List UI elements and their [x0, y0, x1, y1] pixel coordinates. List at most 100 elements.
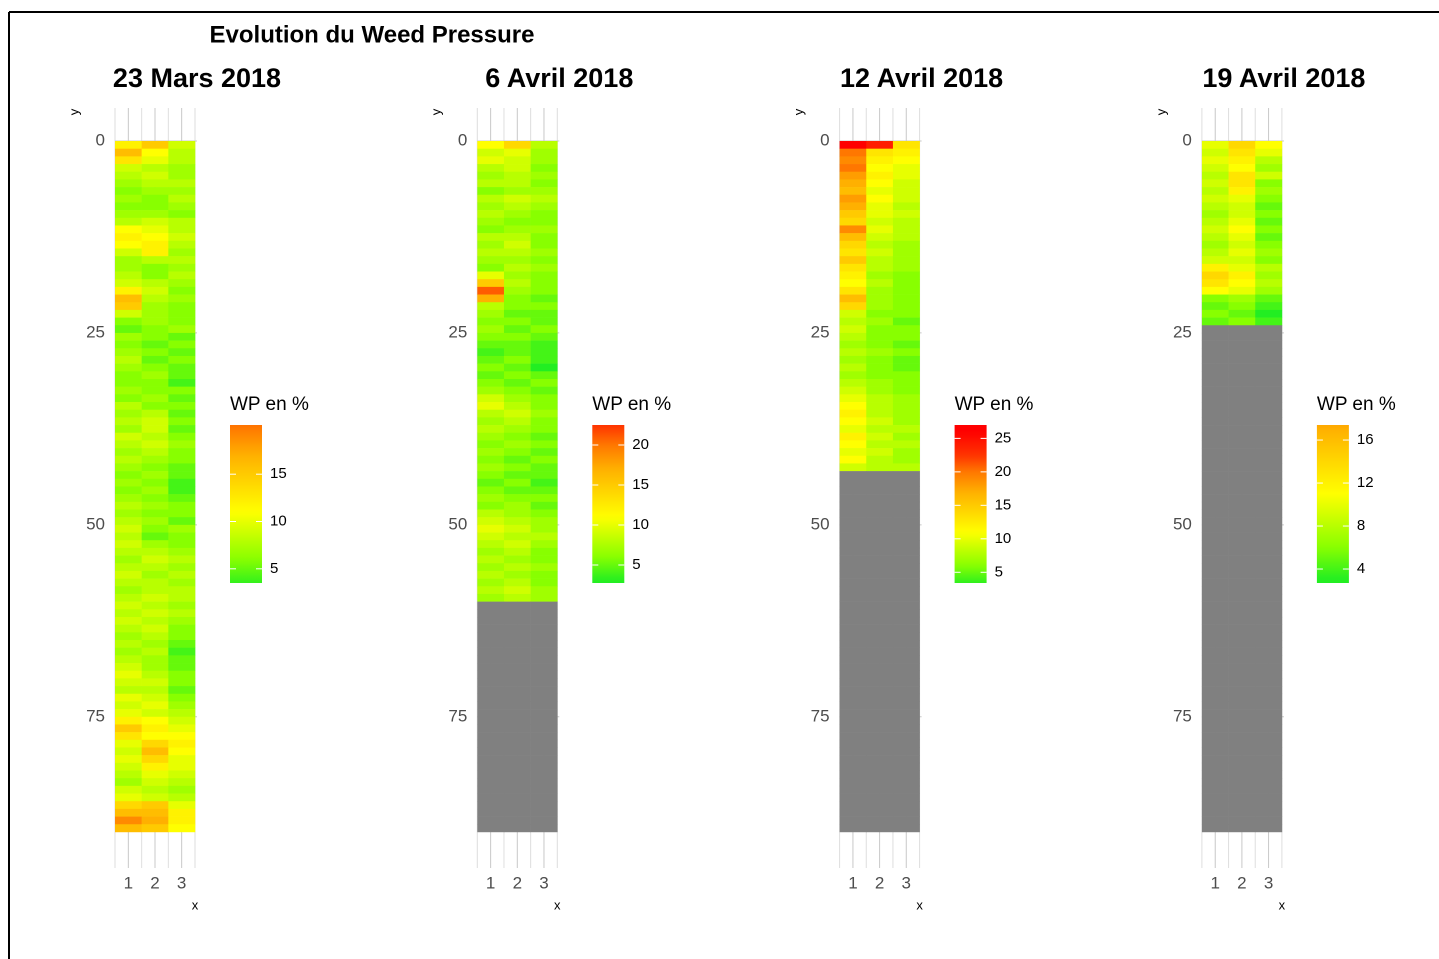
- heat-cell: [141, 624, 169, 633]
- heat-cell: [168, 256, 196, 265]
- heat-cell: [503, 202, 531, 211]
- heat-cell: [115, 601, 142, 610]
- heat-cell: [866, 801, 894, 810]
- heat-cell: [892, 156, 920, 165]
- heat-cell: [530, 432, 558, 441]
- heat-cell: [1201, 386, 1229, 395]
- heat-cell: [1255, 179, 1283, 188]
- heat-cell: [1201, 463, 1229, 472]
- heat-cell: [530, 501, 558, 510]
- heat-cell: [530, 440, 558, 449]
- heat-cell: [892, 371, 920, 380]
- heat-cell: [477, 824, 505, 833]
- heat-cell: [1201, 624, 1229, 633]
- heat-cell: [141, 785, 169, 794]
- heat-cell: [168, 363, 196, 372]
- heat-cell: [866, 340, 894, 349]
- heat-cell: [892, 770, 920, 779]
- heat-cell: [1201, 378, 1229, 387]
- heat-cell: [503, 601, 531, 610]
- heat-cell: [530, 678, 558, 687]
- colorbar-tick-label: 5: [995, 563, 1003, 580]
- x-axis-label: x: [554, 897, 561, 912]
- heat-cell: [477, 709, 505, 718]
- heat-cell: [168, 409, 196, 418]
- heat-cell: [503, 302, 531, 311]
- heat-cell: [477, 670, 505, 679]
- heat-cell: [1201, 578, 1229, 587]
- heat-cell: [1201, 248, 1229, 257]
- heat-cell: [1201, 355, 1229, 364]
- heat-cell: [115, 632, 142, 641]
- heat-cell: [141, 194, 169, 203]
- heat-cell: [1201, 532, 1229, 541]
- heat-cell: [1228, 440, 1256, 449]
- heat-cell: [530, 463, 558, 472]
- heat-cell: [866, 686, 894, 695]
- heat-cell: [477, 540, 505, 549]
- heat-cell: [530, 778, 558, 787]
- heat-cell: [115, 309, 142, 318]
- heat-cell: [866, 609, 894, 618]
- heat-cell: [839, 739, 867, 748]
- heat-cell: [892, 448, 920, 457]
- heat-cell: [115, 402, 142, 410]
- heat-cell: [141, 824, 169, 833]
- heat-cell: [1201, 547, 1229, 556]
- heat-cell: [1228, 486, 1256, 495]
- heat-cell: [503, 824, 531, 833]
- heat-cell: [1228, 808, 1256, 817]
- colorbar: [954, 425, 987, 583]
- heat-cell: [503, 402, 531, 410]
- heat-cell: [141, 640, 169, 648]
- heat-cell: [866, 563, 894, 572]
- heat-cell: [530, 524, 558, 533]
- colorbar-tick-label: 20: [632, 436, 649, 453]
- heat-cell: [477, 501, 505, 510]
- heat-cell: [839, 632, 867, 641]
- heat-cell: [530, 248, 558, 257]
- heat-cell: [839, 309, 867, 318]
- heat-cell: [892, 686, 920, 695]
- heat-cell: [1228, 816, 1256, 825]
- heat-cell: [141, 425, 169, 434]
- heat-cell: [530, 724, 558, 733]
- heat-cell: [503, 624, 531, 633]
- heat-cell: [1228, 709, 1256, 718]
- heat-cell: [892, 578, 920, 587]
- heat-cell: [1201, 616, 1229, 625]
- heat-cell: [892, 164, 920, 173]
- heat-cell: [1201, 455, 1229, 464]
- heat-cell: [115, 770, 142, 779]
- heat-cell: [477, 478, 505, 487]
- heat-cell: [168, 194, 196, 203]
- heat-cell: [115, 394, 142, 403]
- heat-cell: [1255, 394, 1283, 403]
- heat-cell: [892, 586, 920, 595]
- heat-cell: [477, 271, 505, 280]
- heat-cell: [168, 386, 196, 395]
- heat-cell: [141, 171, 169, 180]
- heat-cell: [866, 317, 894, 326]
- heat-cell: [1255, 716, 1283, 725]
- heat-cell: [141, 317, 169, 326]
- heat-cell: [503, 156, 531, 165]
- heat-cell: [530, 187, 558, 196]
- heat-cell: [141, 555, 169, 564]
- heat-cell: [168, 501, 196, 510]
- heat-cell: [892, 678, 920, 687]
- heat-cell: [892, 471, 920, 480]
- heat-cell: [892, 271, 920, 280]
- heat-cell: [168, 524, 196, 533]
- heat-cell: [892, 632, 920, 641]
- heat-cell: [477, 440, 505, 449]
- heat-cell: [530, 517, 558, 526]
- heat-cell: [168, 601, 196, 610]
- heat-cell: [1201, 279, 1229, 288]
- heat-cell: [477, 179, 505, 188]
- heat-cell: [866, 187, 894, 196]
- heat-cell: [1255, 425, 1283, 434]
- heat-cell: [503, 309, 531, 318]
- heat-cell: [503, 417, 531, 426]
- heat-cell: [141, 187, 169, 196]
